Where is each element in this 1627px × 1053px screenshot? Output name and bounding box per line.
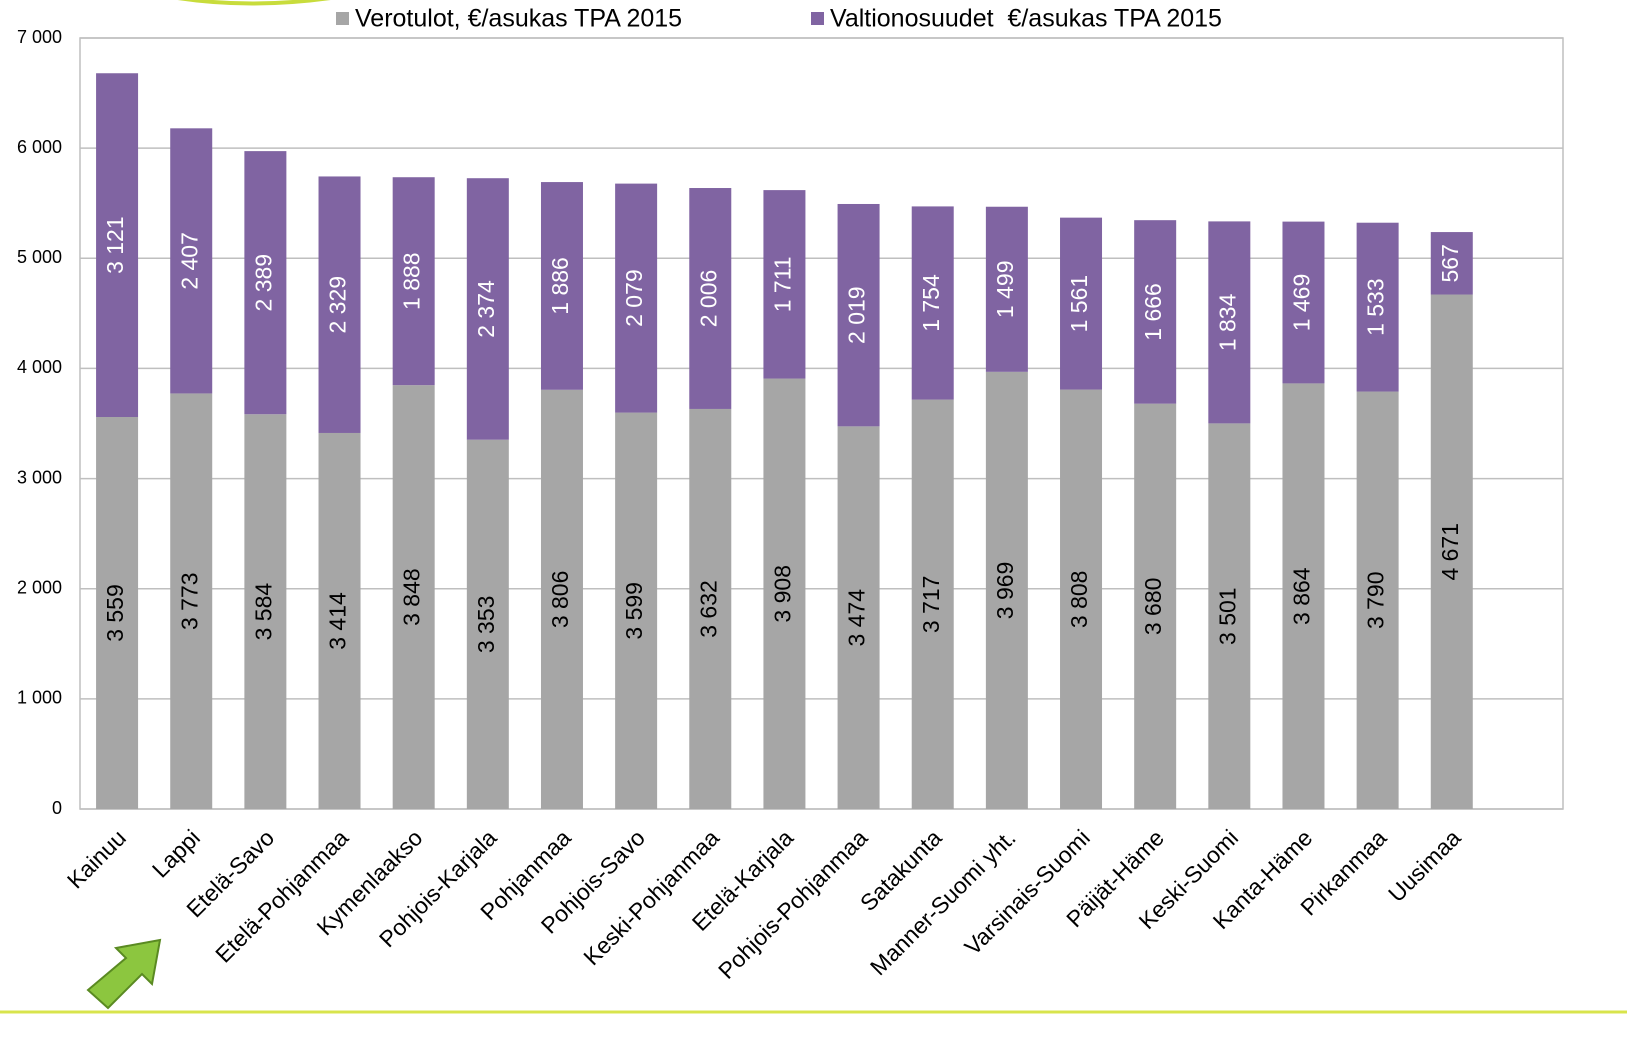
value-label: 1 666 bbox=[1140, 283, 1166, 341]
bar-segment bbox=[1356, 222, 1399, 392]
value-label: 2 006 bbox=[695, 270, 721, 328]
y-tick-label: 7 000 bbox=[17, 27, 62, 47]
bar-segment bbox=[1134, 220, 1177, 404]
bar-segment bbox=[615, 183, 658, 413]
plot-frame bbox=[79, 37, 1564, 810]
value-label: 3 559 bbox=[102, 584, 128, 642]
value-label: 567 bbox=[1437, 244, 1463, 282]
legend-label: Verotulot, €/asukas TPA 2015 bbox=[355, 5, 682, 33]
bar-segment bbox=[466, 439, 509, 809]
value-label: 2 019 bbox=[844, 286, 870, 344]
y-tick-label: 3 000 bbox=[17, 467, 62, 487]
bar-segment bbox=[1060, 389, 1103, 809]
bar-segment bbox=[1208, 423, 1251, 809]
value-label: 3 848 bbox=[399, 568, 425, 626]
value-label: 3 474 bbox=[844, 589, 870, 647]
bar-segment bbox=[96, 73, 139, 418]
bar-segment bbox=[837, 426, 880, 809]
bar-segment bbox=[318, 176, 361, 433]
y-tick-label: 0 bbox=[52, 798, 62, 818]
value-label: 3 808 bbox=[1066, 571, 1092, 629]
value-label: 3 680 bbox=[1140, 578, 1166, 636]
value-label: 3 806 bbox=[547, 571, 573, 629]
value-label: 3 501 bbox=[1214, 587, 1240, 645]
value-label: 3 414 bbox=[325, 592, 351, 650]
legend-label: Valtionosuudet €/asukas TPA 2015 bbox=[830, 5, 1222, 33]
value-label: 3 353 bbox=[473, 596, 499, 654]
bar-segment bbox=[170, 393, 213, 809]
value-label: 3 773 bbox=[176, 572, 202, 630]
bar-segment bbox=[763, 190, 806, 379]
value-label: 1 469 bbox=[1289, 274, 1315, 332]
value-label: 4 671 bbox=[1437, 523, 1463, 581]
value-label: 1 834 bbox=[1214, 293, 1240, 351]
bar-segment bbox=[96, 417, 139, 809]
y-tick-label: 1 000 bbox=[17, 688, 62, 708]
legend-swatch bbox=[336, 12, 349, 25]
y-tick-label: 6 000 bbox=[17, 137, 62, 157]
bar-segment bbox=[244, 151, 287, 415]
bar-segment bbox=[466, 178, 509, 440]
value-label: 2 374 bbox=[473, 280, 499, 338]
value-label: 1 711 bbox=[770, 256, 796, 312]
value-label: 1 886 bbox=[547, 257, 573, 315]
x-tick-label: Kainuu bbox=[62, 824, 131, 893]
bar-segment bbox=[1430, 294, 1473, 809]
bar-segment bbox=[170, 128, 213, 394]
x-tick-label: Keski-Pohjanmaa bbox=[578, 824, 724, 970]
bar-segment bbox=[911, 206, 954, 400]
legend-swatch bbox=[811, 12, 824, 25]
value-label: 2 407 bbox=[176, 232, 202, 290]
value-label: 3 790 bbox=[1363, 571, 1389, 629]
value-label: 1 499 bbox=[992, 261, 1018, 319]
bar-segment bbox=[1134, 403, 1177, 809]
x-tick-label: Etelä-Pohjanmaa bbox=[210, 824, 353, 967]
bar-segment bbox=[985, 371, 1028, 809]
y-tick-label: 5 000 bbox=[17, 247, 62, 267]
bar-segment bbox=[1282, 221, 1325, 384]
bar-segment bbox=[540, 182, 583, 390]
value-label: 3 969 bbox=[992, 562, 1018, 620]
value-label: 2 329 bbox=[325, 276, 351, 334]
bar-segment bbox=[1060, 217, 1103, 390]
bar-segment bbox=[985, 206, 1028, 372]
bar-segment bbox=[689, 188, 732, 409]
bar-segment bbox=[615, 412, 658, 809]
y-tick-label: 2 000 bbox=[17, 577, 62, 597]
x-tick-label: Varsinais-Suomi bbox=[959, 824, 1095, 960]
value-label: 2 389 bbox=[250, 254, 276, 312]
x-tick-label: Uusimaa bbox=[1383, 824, 1466, 907]
bar-segment bbox=[392, 177, 435, 386]
decor-arc bbox=[177, 0, 331, 6]
value-label: 3 864 bbox=[1289, 567, 1315, 625]
bar-segment bbox=[1356, 391, 1399, 809]
value-label: 3 908 bbox=[770, 565, 796, 623]
bar-segment bbox=[244, 414, 287, 809]
value-label: 3 584 bbox=[250, 583, 276, 641]
value-label: 3 121 bbox=[102, 216, 128, 274]
bar-segment bbox=[837, 203, 880, 427]
value-label: 1 888 bbox=[399, 252, 425, 310]
value-label: 3 717 bbox=[918, 576, 944, 634]
value-label: 3 599 bbox=[621, 582, 647, 640]
value-label: 2 079 bbox=[621, 269, 647, 327]
bar-segment bbox=[1208, 221, 1251, 424]
x-tick-label: Lappi bbox=[147, 824, 205, 882]
value-label: 1 533 bbox=[1363, 278, 1389, 336]
arrow bbox=[86, 938, 162, 1010]
bar-segment bbox=[318, 432, 361, 809]
y-tick-label: 4 000 bbox=[17, 357, 62, 377]
value-label: 1 754 bbox=[918, 274, 944, 332]
bar-segment bbox=[392, 385, 435, 809]
bar-segment bbox=[763, 378, 806, 809]
bar-segment bbox=[1430, 232, 1473, 295]
bar-segment bbox=[689, 408, 732, 809]
bar-segment bbox=[1282, 383, 1325, 809]
bar-segment bbox=[540, 389, 583, 809]
value-label: 1 561 bbox=[1066, 275, 1092, 333]
value-label: 3 632 bbox=[695, 580, 721, 638]
bar-segment bbox=[911, 399, 954, 809]
